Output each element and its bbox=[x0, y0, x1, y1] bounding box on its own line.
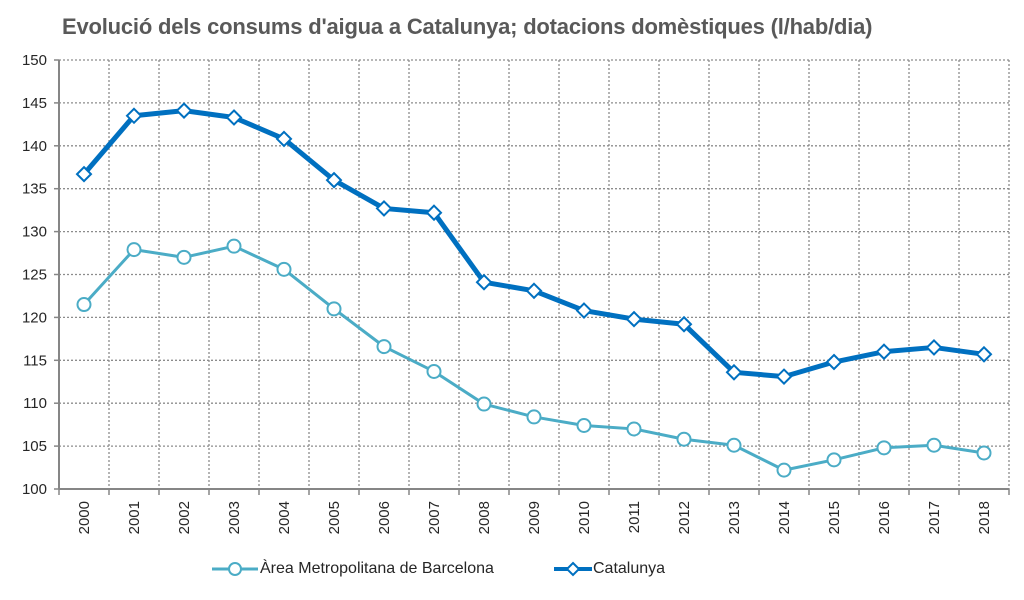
data-point-diamond bbox=[325, 171, 343, 189]
data-point-circle bbox=[776, 462, 792, 478]
y-tick-label: 145 bbox=[22, 95, 47, 112]
data-point-diamond bbox=[375, 200, 393, 217]
data-point-diamond bbox=[725, 363, 743, 381]
data-point-diamond bbox=[175, 102, 193, 120]
legend-marker-circle-icon bbox=[212, 562, 258, 576]
series-catalunya bbox=[75, 102, 993, 386]
x-tick-label: 2011 bbox=[626, 501, 643, 533]
data-point-circle bbox=[926, 437, 942, 453]
data-point-diamond bbox=[925, 339, 943, 356]
data-point-diamond bbox=[525, 282, 543, 300]
data-point-diamond bbox=[275, 130, 293, 148]
data-point-circle bbox=[176, 249, 192, 265]
series-line bbox=[82, 108, 985, 380]
y-tick-label: 100 bbox=[22, 481, 47, 498]
chart-title: Evolució dels consums d'aigua a Cataluny… bbox=[62, 14, 873, 39]
data-point-circle bbox=[826, 452, 842, 468]
data-point-diamond bbox=[675, 315, 693, 333]
series-group bbox=[75, 102, 993, 478]
data-point-diamond bbox=[775, 368, 793, 386]
x-tick-label: 2003 bbox=[226, 501, 243, 534]
y-tick-label: 125 bbox=[22, 267, 47, 284]
data-point-circle bbox=[376, 339, 392, 355]
y-tick-label: 120 bbox=[22, 309, 47, 326]
data-point-diamond bbox=[575, 302, 593, 319]
x-tick-label: 2014 bbox=[776, 501, 793, 534]
data-point-circle bbox=[76, 297, 92, 313]
x-tick-label: 2004 bbox=[276, 501, 293, 534]
data-point-diamond bbox=[625, 310, 643, 328]
data-point-circle bbox=[126, 242, 142, 258]
data-point-diamond bbox=[475, 273, 493, 291]
x-tick-label: 2018 bbox=[976, 501, 993, 534]
data-point-circle bbox=[626, 421, 642, 437]
grid-lines bbox=[59, 59, 1010, 489]
data-point-circle bbox=[226, 238, 242, 254]
data-point-diamond bbox=[75, 165, 93, 183]
data-point-circle bbox=[676, 431, 692, 447]
y-tick-label: 130 bbox=[22, 224, 47, 241]
data-point-diamond bbox=[875, 343, 893, 361]
data-point-circle bbox=[476, 396, 492, 412]
x-tick-label: 2015 bbox=[826, 501, 843, 534]
data-point-circle bbox=[876, 440, 892, 456]
y-tick-label: 110 bbox=[23, 395, 47, 412]
data-point-circle bbox=[726, 437, 742, 453]
data-point-diamond bbox=[425, 204, 443, 222]
data-point-diamond bbox=[225, 109, 243, 126]
legend-label-amb: Àrea Metropolitana de Barcelona bbox=[260, 560, 494, 577]
y-tick-labels: 100 105 110 115 120 125 130 135 140 145 150 bbox=[22, 52, 47, 498]
y-tick-label: 115 bbox=[23, 352, 47, 369]
y-tick-label: 150 bbox=[22, 52, 47, 69]
x-tick-label: 2010 bbox=[576, 501, 593, 534]
data-point-circle bbox=[526, 409, 542, 425]
x-tick-label: 2005 bbox=[326, 501, 343, 534]
x-tick-label: 2008 bbox=[476, 501, 493, 534]
x-tick-label: 2016 bbox=[876, 501, 893, 534]
series-amb bbox=[76, 238, 992, 478]
x-tick-label: 2007 bbox=[426, 501, 443, 534]
x-tick-label: 2009 bbox=[526, 501, 543, 534]
y-tick-label: 105 bbox=[22, 438, 47, 455]
data-point-circle bbox=[426, 363, 442, 379]
data-point-circle bbox=[576, 418, 592, 434]
x-tick-label: 2012 bbox=[676, 501, 693, 534]
data-point-circle bbox=[276, 261, 292, 277]
data-point-circle bbox=[976, 445, 992, 461]
x-tick-labels: 2000 2001 2002 2003 2004 2005 2006 2007 2008 2009… bbox=[76, 501, 993, 534]
x-tick-label: 2001 bbox=[126, 501, 143, 534]
x-tick-label: 2017 bbox=[926, 501, 943, 534]
axes bbox=[54, 59, 1010, 495]
x-tick-label: 2000 bbox=[76, 501, 93, 534]
legend-item-amb: Àrea Metropolitana de Barcelona bbox=[210, 560, 494, 578]
data-point-diamond bbox=[825, 353, 843, 371]
x-tick-label: 2006 bbox=[376, 501, 393, 534]
legend-marker-diamond-icon bbox=[554, 561, 592, 577]
data-point-diamond bbox=[975, 345, 993, 363]
data-point-diamond bbox=[125, 107, 143, 125]
legend-item-catalunya: Catalunya bbox=[553, 560, 665, 578]
y-tick-label: 140 bbox=[22, 138, 47, 155]
y-tick-label: 135 bbox=[22, 181, 47, 198]
legend-label-catalunya: Catalunya bbox=[593, 560, 666, 577]
x-tick-label: 2002 bbox=[176, 501, 193, 534]
data-point-circle bbox=[326, 301, 342, 317]
x-tick-label: 2013 bbox=[726, 501, 743, 534]
